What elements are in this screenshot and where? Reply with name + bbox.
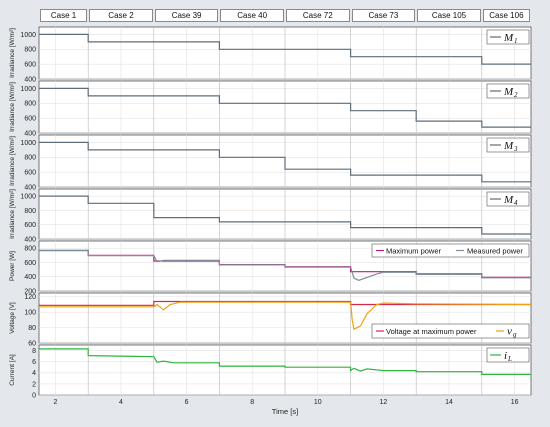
y-tick-label: 600	[24, 222, 36, 229]
x-tick-label: 12	[380, 399, 388, 406]
y-tick-label: 400	[24, 236, 36, 243]
case-label: Case 39	[154, 9, 219, 22]
legend-label: Measured power	[467, 246, 523, 255]
y-tick-label: 400	[24, 184, 36, 191]
y-axis-label: Current [A]	[9, 354, 16, 386]
y-tick-label: 800	[24, 47, 36, 54]
series-line-vg	[39, 301, 532, 331]
x-axis-label: Time [s]	[272, 407, 298, 416]
legend-label: M	[503, 32, 514, 44]
y-axis-label: Irradiance [W/m²]	[9, 189, 16, 239]
legend-label: v	[507, 326, 512, 338]
case-label: Case 40	[220, 9, 284, 22]
series-line-il	[39, 348, 531, 375]
legend-label: M	[503, 194, 514, 206]
y-tick-label: 1000	[20, 194, 36, 201]
x-tick-label: 6	[185, 399, 189, 406]
y-tick-label: 8	[32, 348, 36, 355]
y-axis-label: Voltage [V]	[9, 302, 16, 334]
legend-subscript: 2	[514, 91, 518, 99]
y-tick-label: 80	[28, 325, 36, 332]
legend: Maximum power Measured power	[371, 243, 530, 258]
case-label: Case 106	[482, 9, 530, 22]
panel-M3: 400 600 800 1000 Irradiance [W/m²] M 3	[9, 134, 532, 191]
panel-voltage: 60 80 100 120 Voltage [V] Voltage at maximum …	[9, 292, 532, 347]
series-line-m3	[39, 141, 531, 183]
y-tick-label: 600	[24, 260, 36, 267]
x-tick-label: 8	[250, 399, 254, 406]
y-axis-label: Irradiance [W/m²]	[9, 136, 16, 186]
case-header-bar: Case 1 Case 2 Case 39 Case 40 Case 72 Case 73…	[39, 9, 531, 23]
y-axis-label: Power [W]	[9, 251, 16, 281]
y-tick-label: 1000	[20, 86, 36, 93]
legend-label: M	[503, 86, 514, 98]
y-tick-label: 800	[24, 246, 36, 253]
legend: Voltage at maximum power v g	[371, 323, 530, 339]
legend-subscript: g	[513, 331, 517, 339]
y-tick-label: 600	[24, 116, 36, 123]
case-label: Case 2	[89, 9, 153, 22]
y-axis-label: Irradiance [W/m²]	[9, 82, 16, 132]
y-tick-label: 4	[32, 370, 36, 377]
y-tick-label: 600	[24, 62, 36, 69]
series-line-voltage-at-maximum-power	[39, 300, 531, 306]
panel-M2: 400 600 800 1000 Irradiance [W/m²] M 2	[9, 80, 532, 137]
y-tick-label: 120	[24, 294, 36, 301]
y-tick-label: 6	[32, 359, 36, 366]
panel-power: 200 400 600 800 Power [W] Maximum power Measur…	[9, 240, 532, 295]
case-label: Case 72	[286, 9, 350, 22]
legend-label: i	[504, 350, 507, 362]
panel-M4: 400 600 800 1000 Irradiance [W/m²] M 4	[9, 188, 532, 243]
case-label: Case 1	[40, 9, 88, 22]
y-tick-label: 800	[24, 208, 36, 215]
legend-subscript: 1	[514, 37, 518, 45]
y-tick-label: 0	[32, 392, 36, 399]
y-tick-label: 600	[24, 170, 36, 177]
y-tick-label: 800	[24, 101, 36, 108]
panel-current: 0 2 4 6 8 Current [A] i L 2 4 6 8 10 12 14 16 Time [s]	[9, 344, 532, 416]
panel-M1: 400 600 800 1000 Irradiance [W/m²] M 1	[9, 26, 532, 83]
y-tick-label: 400	[24, 274, 36, 281]
case-label: Case 105	[417, 9, 481, 22]
y-tick-label: 400	[24, 76, 36, 83]
x-tick-label: 14	[445, 399, 453, 406]
y-tick-label: 200	[24, 288, 36, 295]
x-tick-label: 10	[314, 399, 322, 406]
series-line-measured-power	[39, 250, 531, 281]
x-tick-label: 16	[511, 399, 519, 406]
y-tick-label: 800	[24, 155, 36, 162]
series-line-m2	[39, 87, 531, 128]
legend-subscript: 3	[513, 145, 518, 153]
y-tick-label: 2	[32, 381, 36, 388]
y-tick-label: 1000	[20, 32, 36, 39]
legend-label: Voltage at maximum power	[386, 327, 477, 336]
y-axis-label: Irradiance [W/m²]	[9, 28, 16, 78]
y-tick-label: 1000	[20, 140, 36, 147]
y-tick-label: 60	[28, 340, 36, 347]
series-line-m1	[39, 33, 531, 65]
legend-subscript: 4	[514, 199, 518, 207]
series-line-m4	[39, 195, 531, 235]
y-tick-label: 100	[24, 310, 36, 317]
legend-label: Maximum power	[386, 246, 442, 255]
legend-subscript: L	[507, 355, 512, 363]
x-tick-label: 2	[53, 399, 57, 406]
legend-label: M	[503, 140, 514, 152]
case-label: Case 73	[351, 9, 416, 22]
x-tick-label: 4	[119, 399, 123, 406]
y-tick-label: 400	[24, 130, 36, 137]
